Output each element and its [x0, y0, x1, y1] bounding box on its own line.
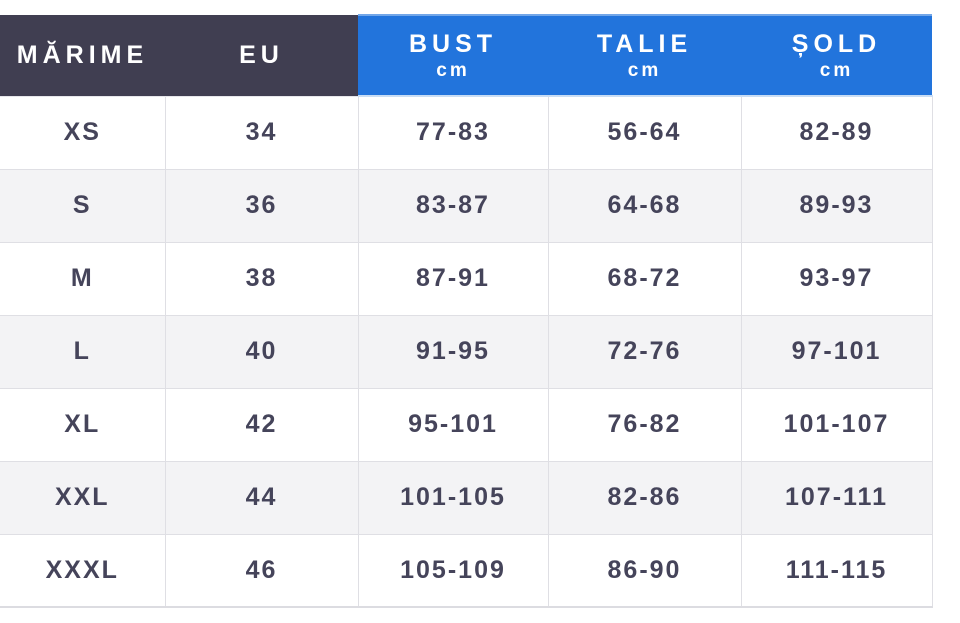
cell-bust: 105-109	[357, 533, 548, 608]
column-header-bust-unit: cm	[436, 59, 470, 81]
cell-sold: 93-97	[740, 241, 933, 315]
size-row-xl: XL 42 95-101 76-82 101-107	[0, 387, 933, 461]
cell-talie: 64-68	[547, 168, 741, 242]
cell-sold: 82-89	[740, 96, 933, 169]
column-header-sold-label: ȘOLD	[791, 30, 882, 59]
cell-eu: 44	[164, 460, 358, 534]
column-header-bust-label: BUST	[408, 30, 498, 59]
cell-talie: 72-76	[547, 314, 741, 388]
cell-marime: XXL	[0, 460, 165, 534]
cell-eu: 46	[164, 533, 358, 608]
cell-sold: 101-107	[740, 387, 933, 461]
column-header-sold: ȘOLD cm	[741, 14, 932, 97]
cell-marime: XS	[0, 96, 165, 169]
column-header-sold-unit: cm	[819, 59, 854, 81]
cell-eu: 38	[164, 241, 358, 315]
cell-eu: 34	[164, 96, 358, 169]
cell-talie: 76-82	[547, 387, 741, 461]
column-header-talie: TALIE cm	[548, 14, 741, 97]
cell-marime: S	[0, 168, 165, 242]
size-row-xs: XS 34 77-83 56-64 82-89	[0, 96, 933, 169]
cell-talie: 68-72	[547, 241, 741, 315]
column-header-eu-label: EU	[239, 41, 284, 70]
cell-bust: 101-105	[357, 460, 548, 534]
header-row: MĂRIME EU BUST cm TALIE cm ȘOLD cm	[0, 14, 932, 97]
cell-eu: 36	[164, 168, 358, 242]
column-header-talie-label: TALIE	[596, 30, 693, 59]
cell-bust: 91-95	[357, 314, 548, 388]
cell-sold: 107-111	[740, 460, 933, 534]
cell-bust: 77-83	[357, 96, 548, 169]
cell-sold: 89-93	[740, 168, 933, 242]
cell-marime: M	[0, 241, 165, 315]
cell-marime: XXXL	[0, 533, 165, 608]
cell-talie: 82-86	[547, 460, 741, 534]
cell-sold: 97-101	[740, 314, 933, 388]
cell-bust: 87-91	[357, 241, 548, 315]
cell-eu: 42	[164, 387, 358, 461]
cell-eu: 40	[164, 314, 358, 388]
size-row-xxl: XXL 44 101-105 82-86 107-111	[0, 460, 933, 534]
size-row-m: M 38 87-91 68-72 93-97	[0, 241, 933, 315]
column-header-talie-unit: cm	[627, 59, 662, 81]
cell-talie: 56-64	[547, 96, 741, 169]
size-row-s: S 36 83-87 64-68 89-93	[0, 168, 933, 242]
size-row-xxxl: XXXL 46 105-109 86-90 111-115	[0, 533, 933, 608]
column-header-marime: MĂRIME	[0, 15, 165, 97]
cell-bust: 83-87	[357, 168, 548, 242]
column-header-bust: BUST cm	[358, 14, 548, 97]
column-header-eu: EU	[165, 15, 358, 97]
cell-bust: 95-101	[357, 387, 548, 461]
cell-marime: XL	[0, 387, 165, 461]
size-row-l: L 40 91-95 72-76 97-101	[0, 314, 933, 388]
cell-marime: L	[0, 314, 165, 388]
size-chart-table: MĂRIME EU BUST cm TALIE cm ȘOLD cm	[0, 14, 933, 608]
cell-talie: 86-90	[547, 533, 741, 608]
cell-sold: 111-115	[740, 533, 933, 608]
column-header-marime-label: MĂRIME	[16, 41, 149, 70]
